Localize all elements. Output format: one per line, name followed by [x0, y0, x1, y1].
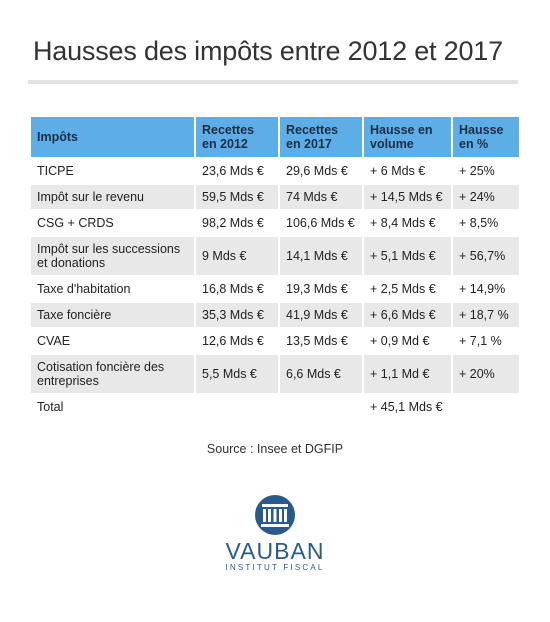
- table-row: CVAE 12,6 Mds € 13,5 Mds € + 0,9 Md € + …: [31, 329, 519, 353]
- revenue-2017: 106,6 Mds €: [280, 211, 362, 235]
- header-recettes-2017: Recettes en 2017: [280, 117, 362, 157]
- logo-wordmark: VAUBAN: [225, 538, 325, 564]
- header-hausse-pct: Hausse en %: [453, 117, 519, 157]
- table-row: TICPE 23,6 Mds € 29,6 Mds € + 6 Mds € + …: [31, 159, 519, 183]
- revenue-2012: 16,8 Mds €: [196, 277, 278, 301]
- increase-volume: + 2,5 Mds €: [364, 277, 451, 301]
- page-title: Hausses des impôts entre 2012 et 2017: [33, 36, 503, 66]
- table-row: Taxe d'habitation 16,8 Mds € 19,3 Mds € …: [31, 277, 519, 301]
- table-row: Impôt sur le revenu 59,5 Mds € 74 Mds € …: [31, 185, 519, 209]
- increase-percent: + 56,7%: [453, 237, 519, 275]
- increase-volume: + 6,6 Mds €: [364, 303, 451, 327]
- increase-percent: + 7,1 %: [453, 329, 519, 353]
- table-row: Cotisation foncière des entreprises 5,5 M…: [31, 355, 519, 393]
- header-impots: Impôts: [31, 117, 194, 157]
- table-header-row: Impôts Recettes en 2012 Recettes en 2017 H…: [31, 117, 519, 157]
- tax-name: TICPE: [31, 159, 194, 183]
- total-label: Total: [31, 395, 194, 419]
- increase-volume: + 1,1 Md €: [364, 355, 451, 393]
- revenue-2012: 9 Mds €: [196, 237, 278, 275]
- revenue-2017: 13,5 Mds €: [280, 329, 362, 353]
- total-empty-pct: [453, 395, 519, 419]
- vauban-logo: VAUBAN INSTITUT FISCAL: [200, 494, 350, 584]
- revenue-2012: 5,5 Mds €: [196, 355, 278, 393]
- revenue-2017: 14,1 Mds €: [280, 237, 362, 275]
- tax-name: Impôt sur le revenu: [31, 185, 194, 209]
- tax-name: Taxe foncière: [31, 303, 194, 327]
- tax-name: Impôt sur les successions et donations: [31, 237, 194, 275]
- revenue-2017: 6,6 Mds €: [280, 355, 362, 393]
- tax-name: CSG + CRDS: [31, 211, 194, 235]
- building-columns-icon: [255, 495, 295, 535]
- table-row: CSG + CRDS 98,2 Mds € 106,6 Mds € + 8,4 …: [31, 211, 519, 235]
- increase-percent: + 24%: [453, 185, 519, 209]
- source-note: Source : Insee et DGFIP: [206, 442, 344, 456]
- logo-subtitle: INSTITUT FISCAL: [225, 563, 325, 572]
- increase-volume: + 0,9 Md €: [364, 329, 451, 353]
- revenue-2012: 59,5 Mds €: [196, 185, 278, 209]
- header-recettes-2012: Recettes en 2012: [196, 117, 278, 157]
- table-row: Taxe foncière 35,3 Mds € 41,9 Mds € + 6,…: [31, 303, 519, 327]
- title-divider: [28, 80, 518, 84]
- increase-volume: + 5,1 Mds €: [364, 237, 451, 275]
- increase-percent: + 18,7 %: [453, 303, 519, 327]
- increase-volume: + 8,4 Mds €: [364, 211, 451, 235]
- revenue-2017: 41,9 Mds €: [280, 303, 362, 327]
- tax-name: CVAE: [31, 329, 194, 353]
- revenue-2017: 19,3 Mds €: [280, 277, 362, 301]
- total-empty-2012: [196, 395, 278, 419]
- increase-percent: + 8,5%: [453, 211, 519, 235]
- tax-name: Taxe d'habitation: [31, 277, 194, 301]
- tax-name: Cotisation foncière des entreprises: [31, 355, 194, 393]
- total-volume: + 45,1 Mds €: [364, 395, 451, 419]
- increase-percent: + 25%: [453, 159, 519, 183]
- table-row: Impôt sur les successions et donations 9 …: [31, 237, 519, 275]
- increase-volume: + 6 Mds €: [364, 159, 451, 183]
- revenue-2017: 74 Mds €: [280, 185, 362, 209]
- increase-percent: + 14,9%: [453, 277, 519, 301]
- increase-percent: + 20%: [453, 355, 519, 393]
- revenue-2017: 29,6 Mds €: [280, 159, 362, 183]
- total-empty-2017: [280, 395, 362, 419]
- table-total-row: Total + 45,1 Mds €: [31, 395, 519, 419]
- revenue-2012: 12,6 Mds €: [196, 329, 278, 353]
- revenue-2012: 23,6 Mds €: [196, 159, 278, 183]
- increase-volume: + 14,5 Mds €: [364, 185, 451, 209]
- header-hausse-volume: Hausse en volume: [364, 117, 451, 157]
- tax-table: Impôts Recettes en 2012 Recettes en 2017 H…: [29, 115, 521, 421]
- revenue-2012: 35,3 Mds €: [196, 303, 278, 327]
- revenue-2012: 98,2 Mds €: [196, 211, 278, 235]
